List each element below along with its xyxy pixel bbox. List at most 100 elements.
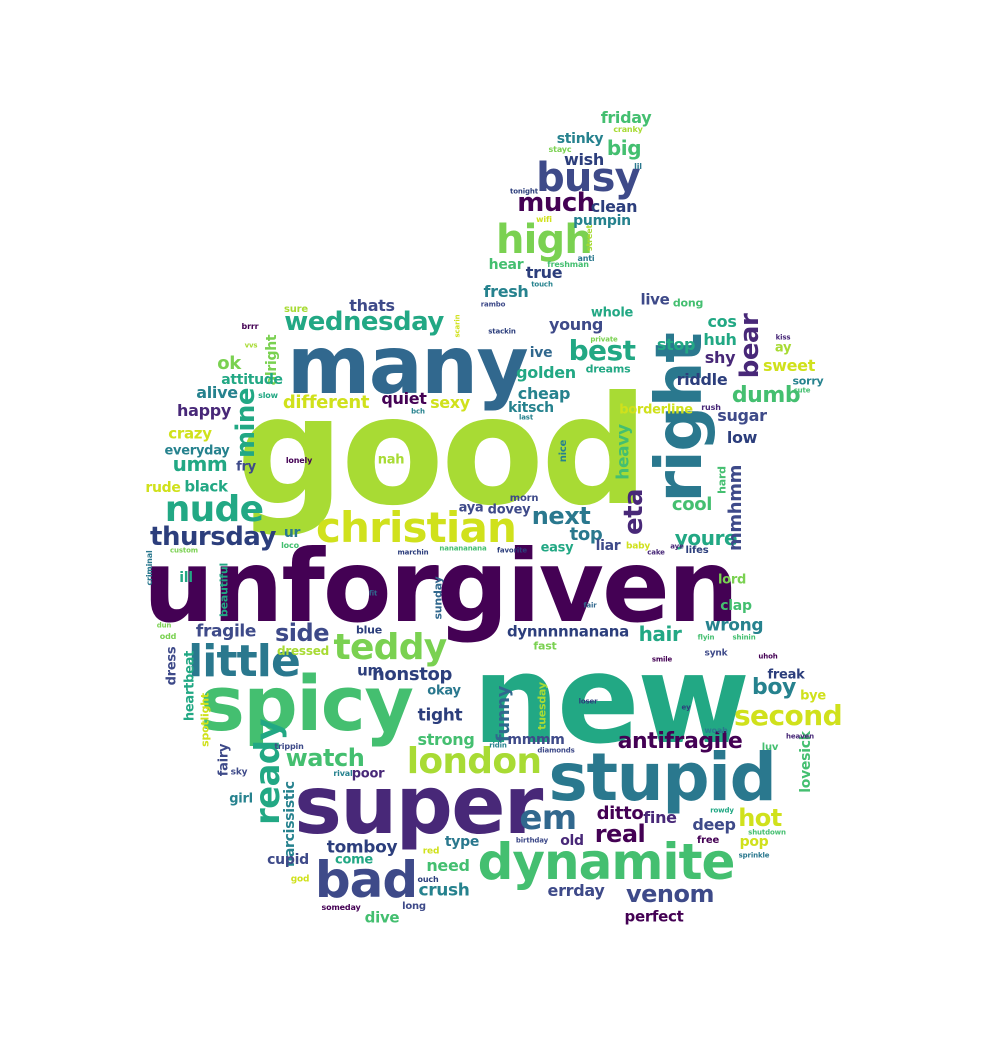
word-sunday: sunday	[431, 576, 445, 620]
word-wifi: wifi	[536, 215, 552, 224]
word-hard: hard	[715, 466, 729, 494]
word-last: last	[518, 413, 534, 422]
word-vvs: vvs	[244, 341, 258, 350]
word-ridin: ridin	[489, 741, 507, 750]
word-shy: shy	[704, 348, 736, 367]
word-cupid: cupid	[267, 852, 309, 868]
word-much: much	[517, 188, 595, 218]
word-rambo: rambo	[480, 300, 506, 309]
word-long: long	[402, 901, 426, 912]
word-dun: dun	[156, 621, 172, 630]
word-next: next	[531, 502, 591, 530]
word-bad: bad	[314, 851, 418, 909]
word-bear: bear	[735, 313, 765, 379]
word-private: private	[590, 335, 618, 344]
word-freshman: freshman	[547, 260, 589, 269]
word-ive: ive	[529, 345, 553, 361]
word-luv: luv	[761, 742, 779, 753]
word-super: super	[294, 759, 543, 852]
word-dovey: dovey	[487, 502, 531, 518]
word-fine: fine	[643, 808, 677, 827]
word-perfect: perfect	[624, 907, 684, 926]
word-synk: synk	[704, 648, 728, 659]
word-low: low	[726, 428, 758, 447]
word-golden: golden	[516, 363, 576, 382]
word-real: real	[594, 820, 646, 848]
word-umm: umm	[172, 452, 228, 476]
word-rude: rude	[145, 480, 181, 496]
word-spicy: spicy	[199, 659, 414, 748]
word-true: true	[525, 263, 563, 282]
word-nude: nude	[164, 489, 264, 530]
word-antifragile: antifragile	[617, 729, 743, 754]
word-freak: freak	[767, 667, 805, 683]
word-top: top	[569, 524, 603, 545]
word-criminal: criminal	[145, 550, 154, 586]
word-ok: ok	[217, 353, 241, 374]
word-black: black	[184, 477, 228, 496]
word-errday: errday	[547, 881, 605, 900]
word-stupid: stupid	[548, 739, 776, 816]
word-tomboy: tomboy	[326, 837, 398, 858]
word-sorry: sorry	[792, 374, 824, 388]
word-ready: ready	[248, 719, 288, 825]
word-fragile: fragile	[195, 621, 257, 642]
word-custom: custom	[170, 546, 198, 555]
word-birthday: birthday	[515, 836, 549, 845]
word-huh: huh	[703, 330, 737, 349]
word-ur: ur	[283, 525, 301, 541]
word-lord: lord	[717, 572, 747, 588]
word-rival: rival	[333, 769, 353, 778]
word-nanananana: nanananana	[439, 544, 487, 553]
word-second: second	[733, 699, 843, 732]
word-lonely: lonely	[285, 456, 313, 465]
word-hear: hear	[488, 257, 524, 273]
word-many: many	[286, 319, 529, 412]
word-aye: aye	[670, 542, 684, 551]
word-sky: sky	[230, 767, 248, 778]
word-brrr: brrr	[241, 322, 259, 331]
word-woah: woah	[704, 726, 728, 735]
word-live: live	[640, 290, 670, 309]
word-sprinkle: sprinkle	[738, 851, 770, 860]
word-different: different	[282, 392, 370, 413]
word-um: um	[357, 661, 383, 680]
word-mmmm: mmmm	[507, 732, 565, 748]
word-beautiful: beautiful	[217, 562, 231, 618]
word-friday: friday	[600, 108, 652, 127]
word-alive: alive	[196, 383, 238, 402]
word-whole: whole	[590, 305, 634, 321]
word-young: young	[548, 315, 604, 334]
word-thursday: thursday	[150, 522, 276, 552]
word-deep: deep	[692, 815, 736, 834]
word-cranky: cranky	[613, 125, 643, 134]
word-quiet: quiet	[381, 389, 427, 408]
word-baby: baby	[625, 541, 651, 552]
word-trippin: trippin	[274, 742, 304, 751]
word-ay: ay	[774, 340, 792, 356]
word-marchin: marchin	[397, 548, 429, 557]
word-scarin: scarin	[453, 314, 462, 338]
word-teddy: teddy	[333, 627, 447, 668]
word-ill: ill	[179, 570, 193, 586]
word-pumpin: pumpin	[573, 213, 631, 229]
word-high: high	[495, 217, 593, 263]
word-riddle: riddle	[676, 370, 728, 389]
word-venom: venom	[625, 880, 715, 908]
word-thats: thats	[349, 296, 395, 315]
word-hot: hot	[738, 804, 782, 832]
word-watch: watch	[285, 744, 365, 772]
word-fit: fit	[368, 589, 378, 598]
word-poor: poor	[351, 766, 385, 782]
word-christian: christian	[315, 503, 517, 552]
word-smile: smile	[651, 655, 673, 664]
word-ditto: ditto	[596, 803, 644, 824]
word-clap: clap	[720, 598, 752, 614]
word-kiss: kiss	[775, 333, 791, 342]
word-fairy: fairy	[216, 743, 232, 777]
word-shutdown: shutdown	[748, 828, 786, 837]
word-right: right	[643, 333, 717, 503]
word-sweet: sweet	[762, 356, 816, 375]
word-fair: fair	[583, 601, 597, 610]
